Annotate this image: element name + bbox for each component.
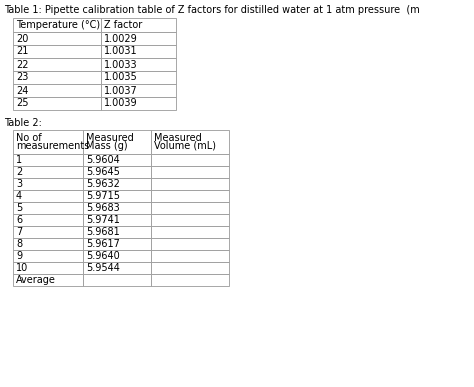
Text: 5.9544: 5.9544 [86,263,120,273]
Bar [13,18,101,32]
Bar [83,262,151,274]
Text: Measured: Measured [154,133,202,143]
Text: 1.0035: 1.0035 [104,72,138,82]
Bar [83,130,151,154]
Bar [101,71,176,84]
Text: 4: 4 [16,191,22,201]
Text: 20: 20 [16,34,28,43]
Bar [151,274,229,286]
Bar [151,250,229,262]
Text: Temperature (°C): Temperature (°C) [16,20,100,30]
Text: 2: 2 [16,167,22,177]
Text: 22: 22 [16,60,28,70]
Bar [13,45,101,58]
Text: 5.9640: 5.9640 [86,251,120,261]
Text: Table 2:: Table 2: [4,118,42,128]
Bar [151,238,229,250]
Bar [13,214,83,226]
Bar [13,178,83,190]
Text: 5.9645: 5.9645 [86,167,120,177]
Bar [83,166,151,178]
Bar [151,130,229,154]
Bar [13,274,83,286]
Text: No of: No of [16,133,42,143]
Bar [13,71,101,84]
Text: 10: 10 [16,263,28,273]
Bar [13,226,83,238]
Bar [101,58,176,71]
Bar [101,97,176,110]
Text: 24: 24 [16,86,28,96]
Text: 5.9681: 5.9681 [86,227,120,237]
Text: measurements: measurements [16,141,90,151]
Bar [13,238,83,250]
Bar [83,250,151,262]
Text: 1.0029: 1.0029 [104,34,138,43]
Text: 5.9604: 5.9604 [86,155,120,165]
Text: Table 1: Pipette calibration table of Z factors for distilled water at 1 atm pre: Table 1: Pipette calibration table of Z … [4,5,420,15]
Text: 9: 9 [16,251,22,261]
Text: Volume (mL): Volume (mL) [154,141,216,151]
Bar [151,214,229,226]
Bar [13,32,101,45]
Text: 6: 6 [16,215,22,225]
Bar [151,166,229,178]
Text: 25: 25 [16,99,28,108]
Bar [151,190,229,202]
Bar [83,190,151,202]
Bar [83,178,151,190]
Text: 1.0037: 1.0037 [104,86,138,96]
Bar [83,214,151,226]
Bar [101,84,176,97]
Bar [83,274,151,286]
Bar [83,226,151,238]
Text: 1.0039: 1.0039 [104,99,137,108]
Text: 5.9683: 5.9683 [86,203,120,213]
Text: Average: Average [16,275,56,285]
Text: Z factor: Z factor [104,20,142,30]
Text: 5: 5 [16,203,22,213]
Text: Mass (g): Mass (g) [86,141,128,151]
Bar [13,58,101,71]
Text: 7: 7 [16,227,22,237]
Text: Measured: Measured [86,133,134,143]
Bar [13,166,83,178]
Bar [13,84,101,97]
Bar [13,202,83,214]
Bar [13,97,101,110]
Bar [13,190,83,202]
Text: 1: 1 [16,155,22,165]
Text: 23: 23 [16,72,28,82]
Text: 5.9741: 5.9741 [86,215,120,225]
Bar [151,202,229,214]
Bar [101,18,176,32]
Text: 8: 8 [16,239,22,249]
Bar [13,130,83,154]
Text: 1.0031: 1.0031 [104,46,137,57]
Bar [83,238,151,250]
Bar [151,262,229,274]
Bar [83,202,151,214]
Text: 3: 3 [16,179,22,189]
Bar [83,154,151,166]
Bar [13,262,83,274]
Bar [101,32,176,45]
Text: 5.9715: 5.9715 [86,191,120,201]
Bar [151,226,229,238]
Text: 5.9617: 5.9617 [86,239,120,249]
Bar [151,154,229,166]
Bar [13,154,83,166]
Text: 5.9632: 5.9632 [86,179,120,189]
Bar [101,45,176,58]
Text: 21: 21 [16,46,28,57]
Bar [13,250,83,262]
Text: 1.0033: 1.0033 [104,60,137,70]
Bar [151,178,229,190]
